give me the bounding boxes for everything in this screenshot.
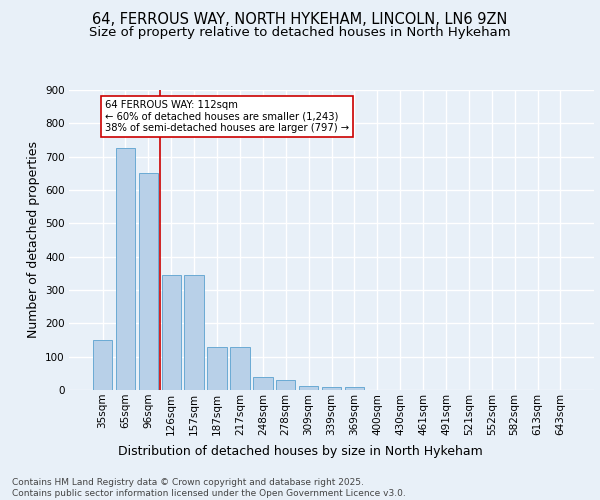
Bar: [184, 275, 204, 390]
Bar: [93, 340, 112, 390]
Bar: [116, 148, 135, 390]
Text: Contains HM Land Registry data © Crown copyright and database right 2025.
Contai: Contains HM Land Registry data © Crown c…: [12, 478, 406, 498]
Bar: [344, 388, 364, 390]
Text: Size of property relative to detached houses in North Hykeham: Size of property relative to detached ho…: [89, 26, 511, 39]
Text: 64, FERROUS WAY, NORTH HYKEHAM, LINCOLN, LN6 9ZN: 64, FERROUS WAY, NORTH HYKEHAM, LINCOLN,…: [92, 12, 508, 28]
Text: Distribution of detached houses by size in North Hykeham: Distribution of detached houses by size …: [118, 444, 482, 458]
Bar: [208, 346, 227, 390]
Text: 64 FERROUS WAY: 112sqm
← 60% of detached houses are smaller (1,243)
38% of semi-: 64 FERROUS WAY: 112sqm ← 60% of detached…: [106, 100, 349, 133]
Bar: [253, 376, 272, 390]
Bar: [276, 380, 295, 390]
Bar: [299, 386, 319, 390]
Bar: [230, 346, 250, 390]
Bar: [161, 275, 181, 390]
Bar: [139, 174, 158, 390]
Y-axis label: Number of detached properties: Number of detached properties: [26, 142, 40, 338]
Bar: [322, 386, 341, 390]
